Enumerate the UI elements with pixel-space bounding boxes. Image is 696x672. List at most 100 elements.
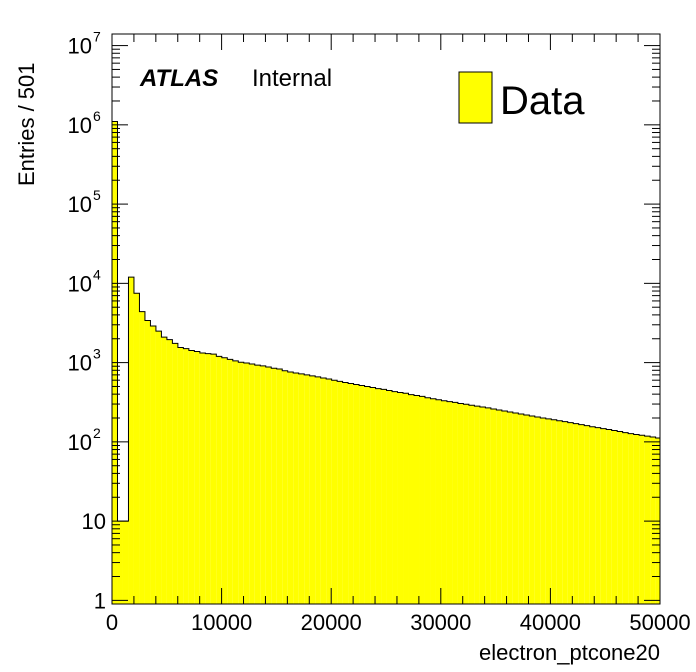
histogram-bar: [551, 419, 557, 604]
y-tick-label: 10: [68, 351, 92, 376]
legend-swatch: [458, 71, 493, 124]
histogram-bar: [194, 351, 200, 604]
histogram-bar: [348, 383, 354, 604]
histogram-bar: [479, 407, 486, 604]
y-tick-label: 1: [94, 588, 106, 613]
histogram-bar: [392, 391, 398, 604]
y-tick-label: 10: [68, 192, 92, 217]
internal-label: Internal: [252, 65, 332, 92]
histogram-bar: [128, 277, 134, 604]
histogram-bar: [584, 425, 590, 604]
histogram-bar: [611, 430, 618, 604]
histogram-bar: [370, 387, 376, 604]
histogram-bar: [403, 393, 409, 604]
histogram-bar: [337, 381, 343, 604]
histogram-bar: [523, 415, 530, 604]
histogram-bar: [501, 411, 508, 604]
histogram-bar: [424, 397, 431, 604]
histogram-bar: [496, 410, 502, 604]
x-tick-label: 40000: [520, 610, 581, 635]
histogram-bar: [216, 356, 222, 604]
x-tick-label: 30000: [410, 610, 471, 635]
y-tick-label: 10: [68, 34, 92, 59]
histogram-bar: [364, 386, 371, 604]
histogram-bar: [485, 407, 491, 604]
histogram-bar: [441, 400, 447, 604]
histogram-bar: [529, 416, 535, 604]
histogram-bar: [468, 405, 475, 604]
histogram-bar: [556, 420, 563, 604]
histogram-bar: [298, 373, 305, 604]
histogram-bar: [166, 339, 173, 604]
histogram-bar: [545, 418, 552, 604]
x-tick-label: 50000: [629, 610, 690, 635]
histogram-bar: [446, 401, 453, 604]
y-tick-label: 10: [68, 113, 92, 138]
x-tick-labels: 0 10000 20000 30000 40000 50000: [106, 610, 691, 635]
histogram-bar: [595, 427, 601, 604]
histogram-bar: [534, 416, 541, 604]
x-axis-title: electron_ptcone20: [479, 640, 660, 665]
histogram-bar: [293, 372, 299, 604]
histogram-bar: [381, 389, 387, 604]
histogram-bars: [112, 121, 660, 604]
histogram-bar: [254, 365, 261, 604]
histogram-bar: [463, 404, 469, 604]
histogram-bar: [276, 369, 283, 604]
x-tick-label: 10000: [191, 610, 252, 635]
histogram-bar: [457, 403, 464, 604]
histogram-bar: [490, 408, 497, 604]
histogram-bar: [408, 394, 414, 604]
histogram-bar: [287, 372, 294, 604]
histogram-bar: [507, 412, 513, 604]
histogram-bar: [188, 350, 195, 604]
histogram-bar: [600, 428, 607, 604]
y-tick-exponent: 6: [93, 108, 101, 124]
histogram-bar: [606, 429, 612, 604]
histogram-bar: [260, 365, 266, 604]
histogram-bar: [265, 367, 272, 604]
legend: Data: [458, 71, 585, 124]
histogram-bar: [117, 521, 123, 604]
histogram-bar: [282, 370, 288, 604]
histogram-bar: [150, 325, 156, 604]
histogram-bar: [238, 362, 244, 604]
histogram-bar: [205, 353, 211, 604]
histogram-bar: [397, 392, 404, 604]
histogram-bar: [375, 388, 382, 604]
histogram-bar: [210, 354, 217, 604]
histogram-bar: [540, 418, 546, 604]
histogram-bar: [320, 377, 327, 604]
histogram-bar: [342, 382, 349, 604]
x-tick-label: 0: [106, 610, 118, 635]
y-tick-exponent: 7: [93, 29, 101, 45]
histogram-bar: [232, 360, 239, 604]
histogram-bar: [628, 433, 634, 604]
histogram-bar: [139, 311, 145, 604]
histogram-bar: [122, 521, 129, 604]
histogram-bar: [567, 422, 574, 604]
histogram-bar: [353, 384, 360, 604]
histogram-bar: [155, 331, 162, 604]
histogram-bar: [474, 406, 480, 604]
histogram-bar: [183, 348, 189, 604]
histogram-bar: [331, 380, 338, 604]
y-tick-label: 10: [68, 271, 92, 296]
histogram-bar: [271, 368, 277, 604]
histogram-bar: [518, 413, 524, 604]
histogram-bar: [386, 390, 393, 604]
y-tick-exponent: 2: [93, 425, 101, 441]
histogram-bar: [199, 353, 206, 604]
y-axis-title: Entries / 501: [14, 62, 39, 186]
histogram-bar: [644, 436, 651, 604]
plot-frame: [111, 33, 661, 605]
histogram-bar: [512, 413, 519, 604]
x-tick-label: 20000: [301, 610, 362, 635]
histogram-bar: [177, 347, 184, 604]
histogram-bar: [650, 437, 656, 604]
histogram-bar: [315, 376, 321, 604]
histogram-bar: [133, 293, 140, 604]
histogram-bar: [589, 426, 596, 604]
